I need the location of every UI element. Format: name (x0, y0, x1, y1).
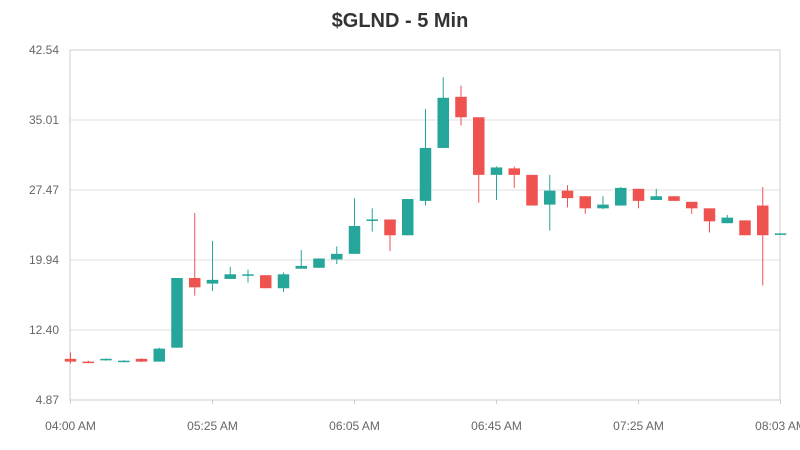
candle-body (331, 253, 343, 260)
candle-body (757, 205, 769, 236)
y-tick-label: 4.87 (36, 393, 60, 407)
candle-body (455, 96, 467, 118)
candle-body (402, 199, 414, 236)
candle-body (313, 258, 325, 268)
plot-frame (69, 49, 781, 401)
candle-body (721, 217, 733, 224)
y-tick-label: 42.54 (29, 43, 59, 57)
candle-body (650, 196, 662, 200)
candle-body (615, 187, 627, 206)
candle-body (473, 117, 485, 175)
x-tick-label: 06:45 AM (471, 419, 522, 433)
candle-body (82, 361, 94, 364)
candle-body (64, 358, 77, 362)
candle-body (189, 278, 201, 288)
x-tick-label: 05:25 AM (187, 419, 238, 433)
candle-body (508, 168, 520, 175)
x-tick-label: 06:05 AM (329, 419, 380, 433)
candle-body (668, 196, 680, 201)
candle-body (703, 208, 716, 222)
x-tick-label: 07:25 AM (613, 419, 664, 433)
y-tick-label: 12.40 (29, 323, 59, 337)
candle-body (153, 348, 165, 362)
candle-body (544, 190, 556, 205)
candle-body (739, 220, 751, 236)
candle-body (419, 147, 432, 201)
y-tick-label: 35.01 (29, 113, 59, 127)
candle-body (526, 174, 538, 206)
candle-body (171, 278, 183, 348)
candle-body (260, 275, 272, 289)
candle-body (632, 188, 645, 201)
candle-body (135, 358, 148, 362)
candle-body (490, 167, 503, 175)
candle-body (366, 219, 378, 221)
candle-body (206, 279, 219, 284)
x-tick-label: 04:00 AM (45, 419, 96, 433)
y-tick-label: 19.94 (29, 253, 59, 267)
y-tick-label: 27.47 (29, 183, 59, 197)
candle-body (597, 204, 609, 209)
candle-body (224, 274, 236, 279)
candle-body (774, 233, 787, 235)
candle-body (100, 358, 112, 361)
candle-body (579, 196, 591, 209)
candle-body (242, 274, 254, 276)
candle-body (561, 190, 574, 199)
x-tick-label: 08:03 AM (755, 419, 800, 433)
candle-body (118, 360, 130, 363)
chart-title: $GLND - 5 Min (331, 10, 469, 32)
candle-body (348, 225, 361, 254)
candle-body (384, 219, 396, 236)
candle-body (277, 274, 290, 289)
candle-body (295, 265, 307, 269)
candle-body (437, 97, 449, 148)
candle-body (686, 201, 698, 209)
